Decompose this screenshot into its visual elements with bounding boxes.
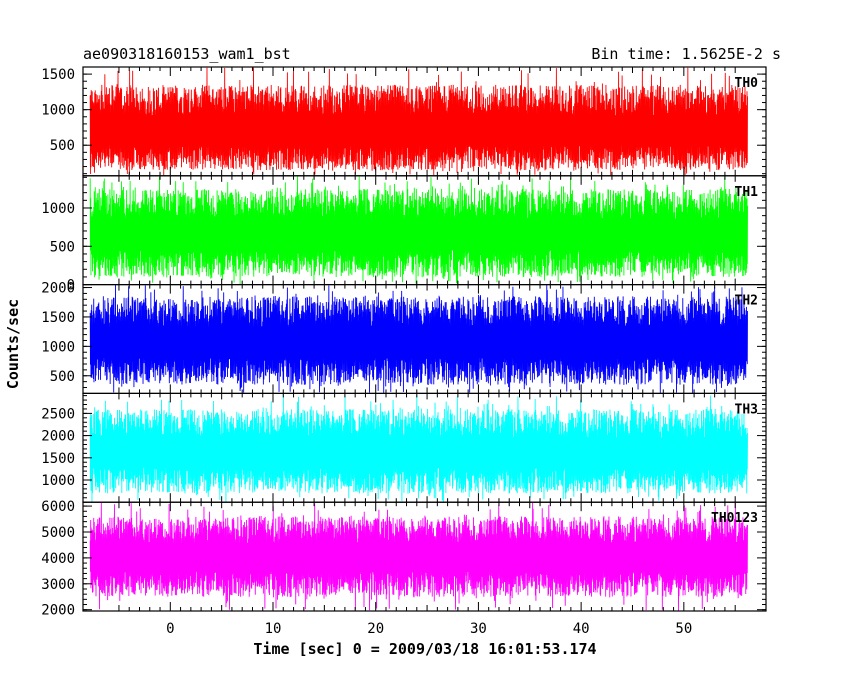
x-tick-label: 0 [166, 621, 174, 637]
y-tick-label: 1000 [41, 201, 75, 217]
y-tick-label: 2000 [41, 603, 75, 619]
x-tick-label: 50 [675, 621, 692, 637]
y-tick-label: 4000 [41, 551, 75, 567]
band-label-th3: TH3 [735, 402, 758, 417]
y-tick-label: 500 [50, 239, 75, 255]
y-tick-label: 1000 [41, 339, 75, 355]
band-label-th0: TH0 [735, 76, 759, 91]
x-tick-label: 40 [573, 621, 590, 637]
series-line-th3 [89, 393, 748, 503]
panel-th0123: 2000 3000 4000 5000 6000 TH0123 [41, 499, 767, 619]
y-tick-label: 2000 [41, 281, 75, 297]
y-tick-label: 2500 [41, 406, 75, 422]
band-label-th2: TH2 [735, 294, 758, 309]
panel-th3: 1000 1500 2000 2500 TH3 [41, 392, 767, 503]
panel-th2: 500 1000 1500 2000 TH2 [41, 281, 767, 395]
panel-th1: 0 500 1000 TH1 [41, 175, 767, 294]
series-line-th0123 [89, 502, 748, 611]
x-tick-label: 20 [367, 621, 384, 637]
y-tick-label: 3000 [41, 577, 75, 593]
series-line-th2 [89, 284, 748, 394]
x-axis: 0 10 20 30 40 50 [166, 621, 692, 637]
y-axis-label: Counts/sec [4, 299, 22, 389]
band-label-th0123: TH0123 [711, 511, 758, 526]
panel-th0: 500 1000 1500 TH0 [41, 66, 767, 177]
panels-group: 500 1000 1500 TH0 0 500 1000 TH1 500 1000 1500 2000… [41, 66, 767, 619]
y-tick-label: 6000 [41, 499, 75, 515]
chart-title: ae090318160153_wam1_bst [83, 45, 291, 63]
y-tick-label: 500 [50, 138, 75, 154]
y-tick-label: 2000 [41, 429, 75, 445]
y-tick-label: 1500 [41, 451, 75, 467]
y-tick-label: 500 [50, 369, 75, 385]
band-label-th1: TH1 [735, 185, 759, 200]
series-line-th1 [89, 175, 748, 285]
y-tick-label: 1500 [41, 67, 75, 83]
y-tick-label: 0 [67, 278, 75, 294]
bin-time-label: Bin time: 1.5625E-2 s [591, 45, 781, 63]
y-tick-label: 1500 [41, 310, 75, 326]
panel-frame [82, 501, 767, 612]
x-axis-label: Time [sec] 0 = 2009/03/18 16:01:53.174 [253, 640, 596, 658]
y-tick-label: 5000 [41, 525, 75, 541]
x-tick-label: 30 [470, 621, 487, 637]
x-tick-label: 10 [265, 621, 282, 637]
y-tick-label: 1000 [41, 103, 75, 119]
y-tick-label: 1000 [41, 473, 75, 489]
series-line-th0 [89, 67, 748, 176]
